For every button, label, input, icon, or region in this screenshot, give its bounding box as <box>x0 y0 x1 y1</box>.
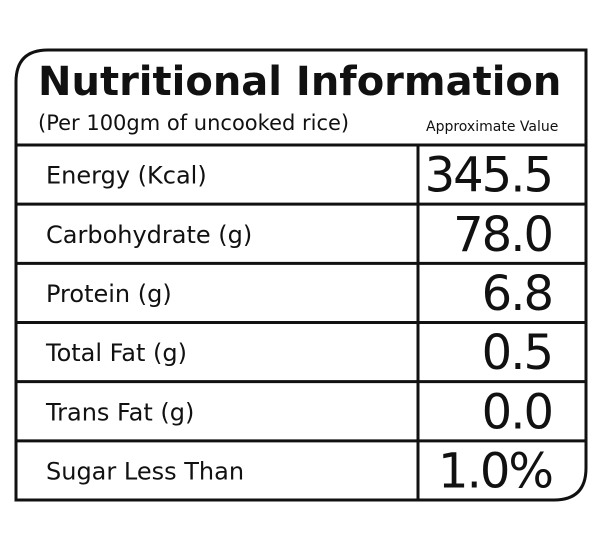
subtitle: (Per 100gm of uncooked rice) <box>38 111 349 135</box>
row-value: 1.0% <box>438 443 552 499</box>
row-label: Sugar Less Than <box>46 457 244 485</box>
note: Approximate Value <box>426 119 558 135</box>
title: Nutritional Information <box>38 59 561 105</box>
row-value: 345.5 <box>425 148 552 204</box>
rows: Energy (Kcal) 345.5 Carbohydrate (g) 78.0 Pr… <box>16 143 586 499</box>
row-value: 6.8 <box>482 266 552 322</box>
row-label: Total Fat (g) <box>45 339 187 367</box>
row-label: Carbohydrate (g) <box>46 221 252 249</box>
row-label: Protein (g) <box>46 280 172 308</box>
row-label: Energy (Kcal) <box>46 162 207 190</box>
row-label: Trans Fat (g) <box>45 398 194 426</box>
row-value: 0.0 <box>482 384 552 440</box>
row-value: 0.5 <box>482 325 552 381</box>
row-value: 78.0 <box>453 207 552 263</box>
label-frame <box>14 48 588 502</box>
